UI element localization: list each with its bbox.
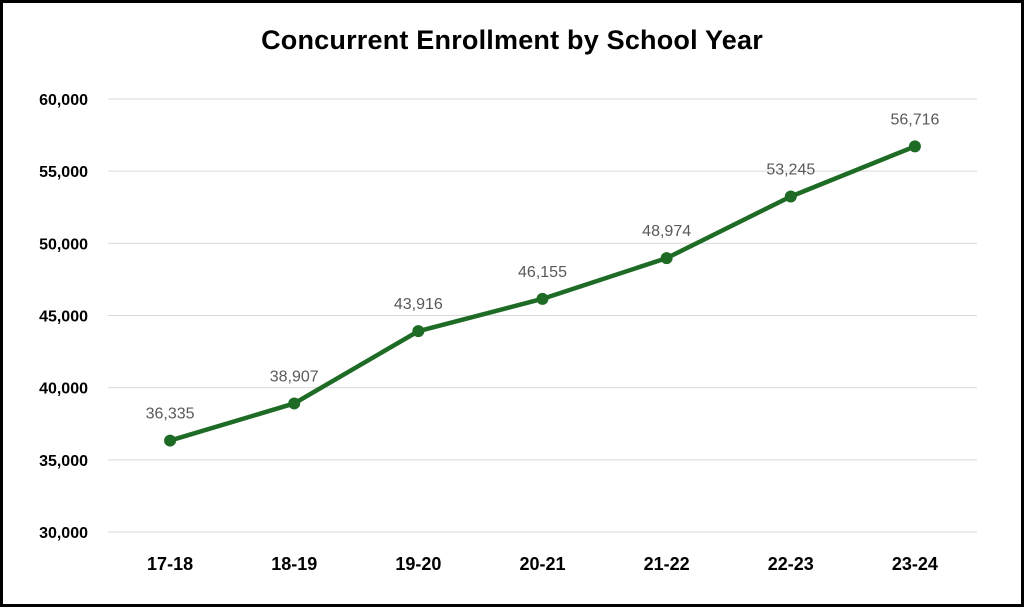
data-point (536, 292, 549, 305)
data-points (164, 140, 921, 447)
x-tick-label: 17-18 (147, 554, 193, 574)
y-tick-label: 40,000 (39, 381, 88, 398)
data-label: 38,907 (270, 368, 319, 385)
data-point (660, 252, 673, 265)
data-point (784, 190, 797, 203)
data-label: 43,916 (394, 296, 443, 313)
data-label: 46,155 (518, 264, 567, 281)
data-point (412, 325, 425, 338)
x-tick-label: 22-23 (768, 554, 814, 574)
x-tick-label: 20-21 (519, 554, 565, 574)
x-axis-tick-labels: 17-18 18-19 19-20 20-21 21-22 22-23 23-24 (147, 554, 938, 574)
y-tick-label: 35,000 (39, 453, 88, 470)
x-tick-label: 19-20 (395, 554, 441, 574)
y-tick-label: 45,000 (39, 309, 88, 326)
gridlines (108, 98, 977, 533)
data-labels: 36,335 38,907 43,916 46,155 48,974 53,245 56,7… (146, 111, 940, 422)
data-label: 48,974 (642, 223, 691, 240)
y-tick-label: 55,000 (39, 164, 88, 181)
x-tick-label: 18-19 (271, 554, 317, 574)
data-point (164, 434, 177, 447)
y-axis-tick-labels: 30,000 35,000 40,000 45,000 50,000 55,000 60,0… (39, 92, 88, 542)
data-label: 36,335 (146, 406, 195, 423)
x-tick-label: 23-24 (892, 554, 938, 574)
y-tick-label: 50,000 (39, 236, 88, 253)
y-tick-label: 30,000 (39, 525, 88, 542)
data-label: 56,716 (890, 111, 939, 128)
chart-title: Concurrent Enrollment by School Year (261, 25, 763, 55)
y-tick-label: 60,000 (39, 92, 88, 109)
data-point (288, 397, 301, 410)
x-tick-label: 21-22 (644, 554, 690, 574)
data-label: 53,245 (766, 161, 815, 178)
data-point (908, 140, 921, 153)
